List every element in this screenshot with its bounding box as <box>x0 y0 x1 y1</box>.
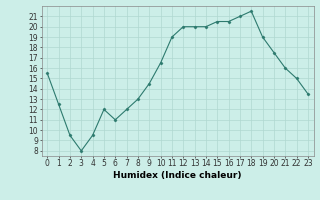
X-axis label: Humidex (Indice chaleur): Humidex (Indice chaleur) <box>113 171 242 180</box>
